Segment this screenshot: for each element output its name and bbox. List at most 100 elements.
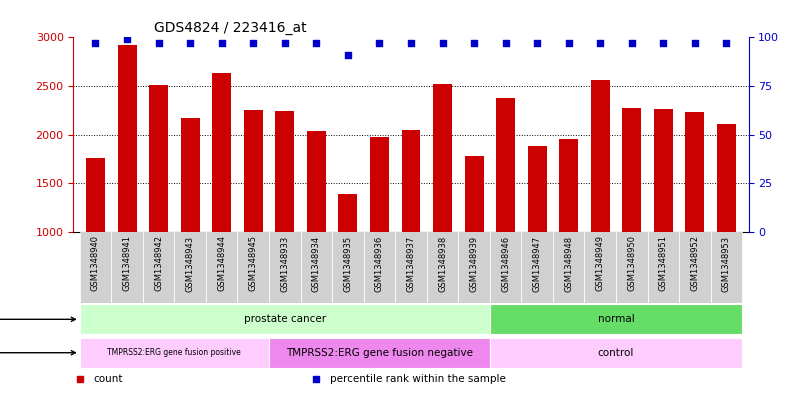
Point <box>120 36 133 42</box>
Text: GSM1348938: GSM1348938 <box>438 235 447 292</box>
Bar <box>647 232 679 303</box>
Bar <box>616 232 647 303</box>
Bar <box>584 232 616 303</box>
Text: GSM1348941: GSM1348941 <box>123 235 132 291</box>
Text: disease state: disease state <box>0 314 75 324</box>
Bar <box>80 304 490 334</box>
Bar <box>275 111 294 232</box>
Text: GDS4824 / 223416_at: GDS4824 / 223416_at <box>155 21 307 35</box>
Point <box>215 40 228 46</box>
Bar <box>490 304 742 334</box>
Text: GSM1348936: GSM1348936 <box>375 235 384 292</box>
Bar <box>143 232 175 303</box>
Bar <box>86 158 105 232</box>
Text: percentile rank within the sample: percentile rank within the sample <box>330 374 506 384</box>
Bar <box>490 232 521 303</box>
Bar <box>521 232 553 303</box>
Bar <box>622 108 642 232</box>
Bar <box>370 136 389 232</box>
Text: GSM1348940: GSM1348940 <box>91 235 100 291</box>
Text: TMPRSS2:ERG gene fusion positive: TMPRSS2:ERG gene fusion positive <box>108 348 241 357</box>
Text: GSM1348943: GSM1348943 <box>186 235 195 292</box>
Text: GSM1348949: GSM1348949 <box>596 235 605 291</box>
Bar <box>149 85 168 232</box>
Bar <box>464 156 484 232</box>
Text: GSM1348950: GSM1348950 <box>627 235 636 291</box>
Bar <box>80 338 269 368</box>
Bar <box>679 232 711 303</box>
Point <box>247 40 259 46</box>
Point <box>310 40 322 46</box>
Bar <box>212 73 231 232</box>
Text: GSM1348937: GSM1348937 <box>406 235 416 292</box>
Text: GSM1348942: GSM1348942 <box>154 235 163 291</box>
Point <box>657 40 670 46</box>
Bar <box>496 97 515 232</box>
Text: GSM1348944: GSM1348944 <box>217 235 226 291</box>
Bar <box>338 194 358 232</box>
Point <box>468 40 480 46</box>
Bar <box>206 232 238 303</box>
Text: GSM1348953: GSM1348953 <box>722 235 731 292</box>
Bar <box>269 232 301 303</box>
Text: GSM1348939: GSM1348939 <box>469 235 479 292</box>
Bar <box>175 232 206 303</box>
Point <box>405 40 417 46</box>
Point <box>531 40 543 46</box>
Text: GSM1348945: GSM1348945 <box>249 235 258 291</box>
Bar <box>559 140 579 232</box>
Bar <box>307 131 326 232</box>
Point <box>373 40 385 46</box>
Text: GSM1348948: GSM1348948 <box>564 235 573 292</box>
Point <box>500 40 512 46</box>
Bar <box>427 232 458 303</box>
Bar <box>111 232 143 303</box>
Bar <box>80 232 111 303</box>
Bar <box>458 232 490 303</box>
Text: normal: normal <box>598 314 634 324</box>
Bar <box>395 232 427 303</box>
Text: prostate cancer: prostate cancer <box>243 314 326 324</box>
Bar <box>654 109 673 232</box>
Bar <box>180 118 200 232</box>
Bar <box>332 232 364 303</box>
Point <box>720 40 733 46</box>
Bar <box>711 232 742 303</box>
Text: GSM1348947: GSM1348947 <box>532 235 542 292</box>
Bar <box>591 80 610 232</box>
Text: TMPRSS2:ERG gene fusion negative: TMPRSS2:ERG gene fusion negative <box>286 348 473 358</box>
Point <box>184 40 196 46</box>
Point <box>342 52 354 58</box>
Text: count: count <box>93 374 123 384</box>
Bar <box>553 232 584 303</box>
Bar <box>401 130 421 232</box>
Text: GSM1348935: GSM1348935 <box>343 235 353 292</box>
Point <box>310 376 323 382</box>
Bar <box>238 232 269 303</box>
Bar <box>527 146 547 232</box>
Point <box>626 40 638 46</box>
Point <box>594 40 606 46</box>
Point <box>89 40 102 46</box>
Bar <box>685 112 705 232</box>
Text: GSM1348951: GSM1348951 <box>659 235 668 291</box>
Text: GSM1348933: GSM1348933 <box>280 235 290 292</box>
Text: control: control <box>598 348 634 358</box>
Point <box>689 40 701 46</box>
Text: GSM1348934: GSM1348934 <box>312 235 321 292</box>
Point <box>152 40 165 46</box>
Point <box>73 376 86 382</box>
Text: GSM1348946: GSM1348946 <box>501 235 510 292</box>
Bar <box>490 338 742 368</box>
Text: genotype/variation: genotype/variation <box>0 348 75 358</box>
Point <box>563 40 575 46</box>
Bar <box>433 84 452 232</box>
Bar <box>243 110 263 232</box>
Bar <box>717 124 736 232</box>
Bar <box>117 45 136 232</box>
Bar <box>364 232 395 303</box>
Text: GSM1348952: GSM1348952 <box>690 235 699 291</box>
Point <box>279 40 291 46</box>
Bar <box>269 338 490 368</box>
Point <box>437 40 449 46</box>
